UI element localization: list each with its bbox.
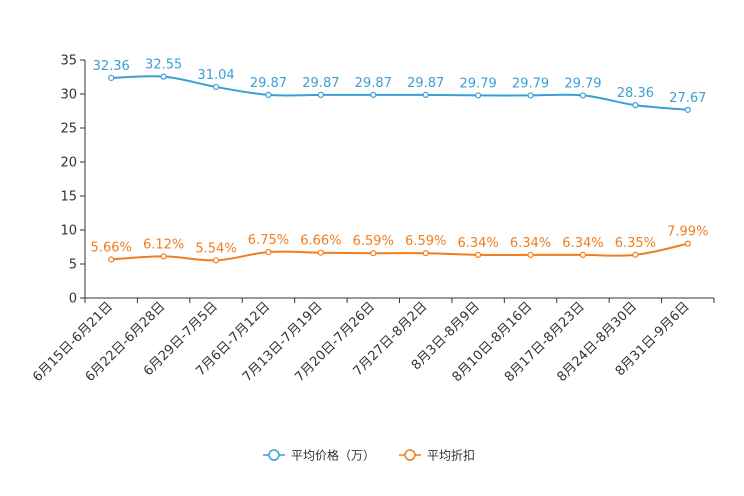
data-point[interactable] <box>317 91 324 98</box>
data-point[interactable] <box>579 251 587 258</box>
data-point[interactable] <box>632 251 639 258</box>
series-layer: 32.36 32.55 31.04 29.87 29.87 29.87 29.87 29.79… <box>91 58 708 264</box>
legend[interactable]: 平均价格（万） 平均折扣 <box>263 448 475 463</box>
data-point[interactable] <box>370 91 377 98</box>
y-tick-label: 20 <box>60 156 77 171</box>
legend-label-2[interactable]: 平均折扣 <box>427 448 475 463</box>
data-point[interactable] <box>212 83 220 91</box>
data-label: 31.04 <box>197 68 234 83</box>
data-label: 6.12% <box>143 237 184 252</box>
y-tick-label: 5 <box>69 258 77 273</box>
data-point[interactable] <box>527 251 534 258</box>
data-label: 6.34% <box>562 236 603 251</box>
y-tick-label: 10 <box>60 224 77 239</box>
data-label: 6.35% <box>615 236 656 251</box>
data-point[interactable] <box>684 240 691 247</box>
data-label: 29.79 <box>564 76 601 91</box>
y-tick-label: 25 <box>60 122 77 137</box>
data-label: 7.99% <box>667 225 708 240</box>
data-point[interactable] <box>108 256 115 263</box>
y-tick-label: 0 <box>69 292 77 307</box>
data-label: 6.75% <box>248 233 289 248</box>
axes: 051015202530356月15日-6月21日6月22日-6月28日6月29… <box>30 54 715 385</box>
data-point[interactable] <box>212 257 220 264</box>
legend-label-1[interactable]: 平均价格（万） <box>291 448 375 463</box>
data-label: 6.66% <box>300 234 341 249</box>
data-label: 29.79 <box>512 76 549 91</box>
data-label: 27.67 <box>669 91 706 106</box>
data-point[interactable] <box>475 251 482 258</box>
data-point[interactable] <box>475 92 482 99</box>
legend-marker-2[interactable] <box>404 449 416 461</box>
data-point[interactable] <box>160 73 167 80</box>
data-label: 29.79 <box>460 76 497 91</box>
data-label: 28.36 <box>617 86 654 101</box>
data-point[interactable] <box>632 102 639 109</box>
data-point[interactable] <box>108 74 115 82</box>
y-tick-label: 35 <box>60 54 77 69</box>
data-point[interactable] <box>265 249 272 256</box>
legend-marker-1[interactable] <box>268 449 280 461</box>
data-label: 32.55 <box>145 58 182 73</box>
data-label: 29.87 <box>250 76 287 91</box>
data-label: 29.87 <box>407 76 444 91</box>
data-label: 32.36 <box>93 59 130 74</box>
data-point[interactable] <box>160 253 167 260</box>
data-point[interactable] <box>422 250 429 257</box>
data-point[interactable] <box>370 250 377 257</box>
data-label: 29.87 <box>302 76 339 91</box>
series-line-2 <box>111 242 689 262</box>
data-label: 6.34% <box>457 236 498 251</box>
data-label: 6.59% <box>405 234 446 249</box>
y-tick-label: 30 <box>60 88 77 103</box>
data-point[interactable] <box>579 92 587 99</box>
data-point[interactable] <box>684 106 691 113</box>
y-tick-label: 15 <box>60 190 77 205</box>
data-label: 6.59% <box>353 234 394 249</box>
data-label: 5.54% <box>195 241 236 256</box>
data-label: 6.34% <box>510 236 551 251</box>
data-label: 5.66% <box>91 241 132 256</box>
series-line-1 <box>111 75 688 111</box>
data-label: 29.87 <box>355 76 392 91</box>
data-point[interactable] <box>527 92 534 99</box>
data-point[interactable] <box>317 249 324 256</box>
data-point[interactable] <box>265 91 272 98</box>
data-point[interactable] <box>422 91 429 98</box>
